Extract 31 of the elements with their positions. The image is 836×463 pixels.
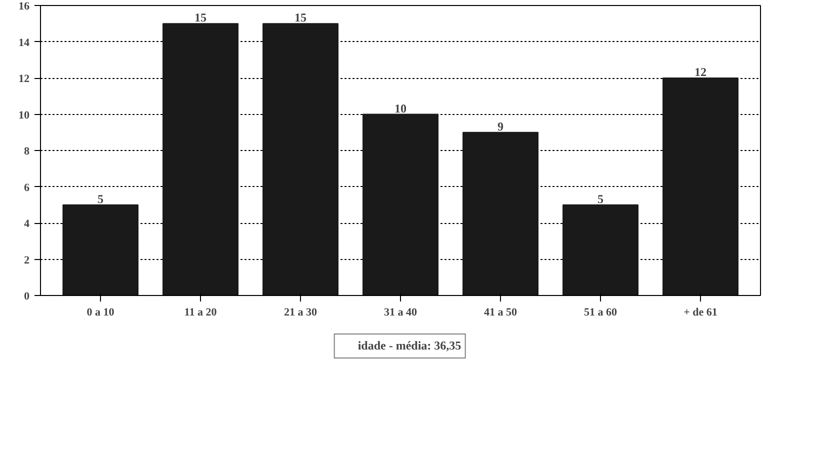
- y-tick-label: 14: [18, 36, 30, 49]
- data-label: 5: [598, 192, 604, 206]
- data-label: 9: [498, 119, 504, 134]
- bar: [562, 204, 638, 296]
- x-tick-label: 51 a 60: [584, 306, 618, 318]
- text: idade - média: 36,35: [358, 338, 462, 354]
- bar: [662, 78, 738, 296]
- y-tick-label: 0: [24, 290, 30, 302]
- x-tick-label: 0 a 10: [86, 306, 115, 318]
- x-tick-label: + de 61: [684, 306, 718, 318]
- bar: [362, 114, 438, 296]
- y-tick-label: 10: [18, 109, 30, 122]
- y-tick-label: 12: [18, 73, 30, 85]
- x-tick-label: 11 a 20: [184, 306, 218, 318]
- y-tick-label: 4: [24, 218, 30, 230]
- bar: [62, 204, 138, 296]
- y-tick-label: 6: [24, 182, 30, 194]
- x-tick-label: 31 a 40: [384, 306, 418, 318]
- x-tick-label: 41 a 50: [484, 306, 518, 318]
- bar: [462, 132, 538, 296]
- x-tick-label: 21 a 30: [284, 306, 318, 318]
- bar: [162, 23, 238, 296]
- y-tick-label: 8: [24, 146, 30, 158]
- bar: [262, 23, 338, 296]
- data-label: 5: [98, 192, 104, 206]
- data-label: 12: [694, 65, 706, 79]
- data-label: 15: [294, 10, 306, 25]
- y-tick-label: 2: [24, 254, 30, 266]
- data-label: 15: [194, 10, 206, 25]
- data-label: 10: [394, 101, 406, 116]
- y-tick-label: 16: [18, 0, 30, 12]
